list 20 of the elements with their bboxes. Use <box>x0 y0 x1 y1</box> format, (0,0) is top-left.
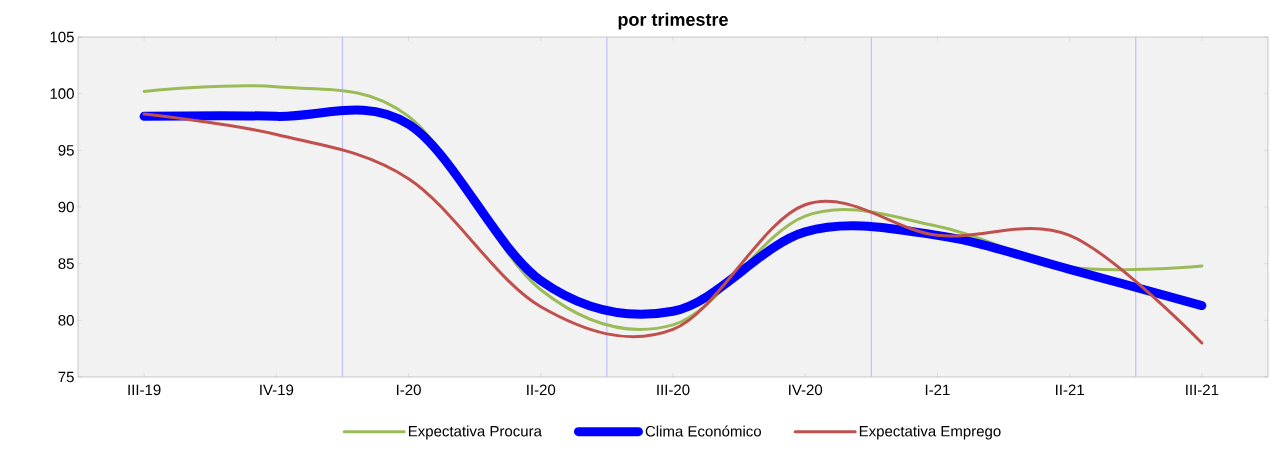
legend-label: Expectativa Emprego <box>859 425 1001 440</box>
y-tick-label: 100 <box>50 88 74 99</box>
legend-label: Expectativa Procura <box>408 425 542 440</box>
legend-label: Clima Económico <box>645 425 762 437</box>
x-tick-label: II-20 <box>527 384 556 396</box>
y-tick-label: 85 <box>58 258 74 269</box>
x-tick-label: III-20 <box>657 384 690 396</box>
chart-title: por trimestre <box>618 12 728 30</box>
y-tick-label: 105 <box>50 31 74 43</box>
x-tick-label: III-19 <box>128 384 161 396</box>
x-tick-label: I-21 <box>925 384 950 396</box>
y-tick-label: 80 <box>58 315 74 326</box>
x-tick-label: IV-20 <box>789 384 823 396</box>
x-tick-label: III-21 <box>1186 384 1219 396</box>
x-tick-label: I-20 <box>397 384 421 396</box>
x-tick-label: II-21 <box>1056 384 1084 396</box>
y-tick-label: 75 <box>58 371 74 383</box>
y-tick-label: 90 <box>58 201 74 213</box>
x-tick-label: IV-19 <box>260 384 294 396</box>
y-tick-label: 95 <box>58 145 74 156</box>
